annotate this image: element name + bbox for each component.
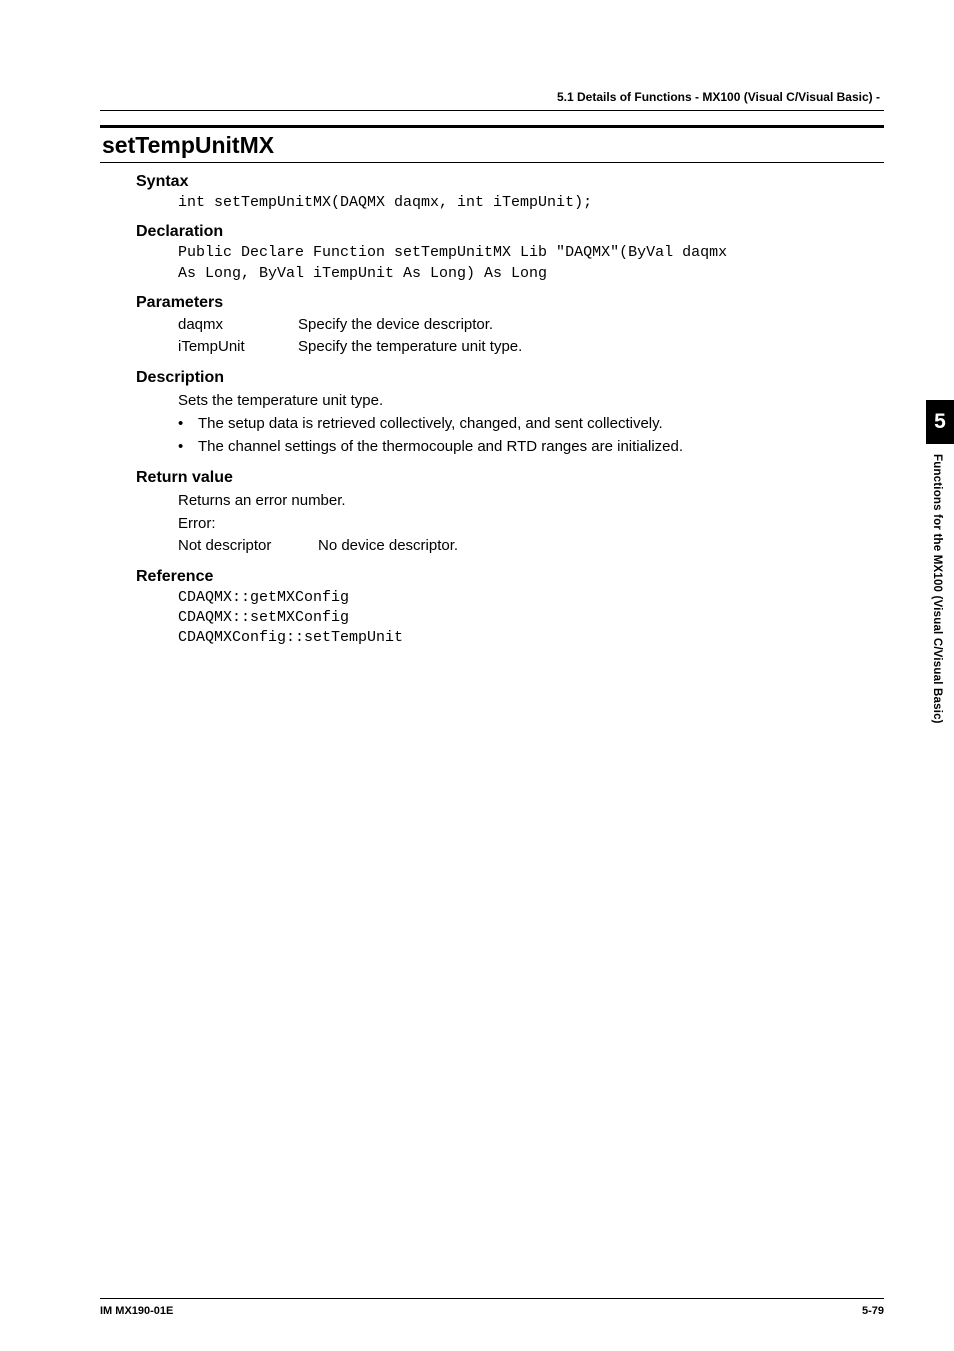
running-header: 5.1 Details of Functions - MX100 (Visual… [100, 90, 884, 111]
bullet-icon: • [178, 435, 198, 458]
bullet-text: The setup data is retrieved collectively… [198, 412, 663, 435]
page-footer: IM MX190-01E 5-79 [100, 1298, 884, 1317]
parameter-desc: Specify the temperature unit type. [298, 336, 522, 359]
error-name: Not descriptor [178, 535, 318, 558]
parameters-heading: Parameters [136, 294, 884, 312]
description-bullet: • The setup data is retrieved collective… [178, 412, 884, 435]
chapter-label-tab: Functions for the MX100 (Visual C/Visual… [926, 444, 948, 734]
syntax-heading: Syntax [136, 173, 884, 191]
footer-right: 5-79 [862, 1305, 884, 1317]
declaration-heading: Declaration [136, 223, 884, 241]
return-value-line: Returns an error number. [178, 489, 884, 512]
parameter-desc: Specify the device descriptor. [298, 314, 493, 337]
parameter-name: daqmx [178, 314, 298, 337]
syntax-code: int setTempUnitMX(DAQMX daqmx, int iTemp… [178, 193, 884, 213]
footer-left: IM MX190-01E [100, 1305, 173, 1317]
description-intro: Sets the temperature unit type. [178, 389, 884, 412]
parameter-name: iTempUnit [178, 336, 298, 359]
parameter-row: daqmx Specify the device descriptor. [178, 314, 884, 337]
parameter-row: iTempUnit Specify the temperature unit t… [178, 336, 884, 359]
reference-heading: Reference [136, 568, 884, 586]
description-bullet: • The channel settings of the thermocoup… [178, 435, 884, 458]
error-desc: No device descriptor. [318, 535, 458, 558]
return-value-line: Error: [178, 512, 884, 535]
error-row: Not descriptor No device descriptor. [178, 535, 884, 558]
side-tab: 5 Functions for the MX100 (Visual C/Visu… [926, 400, 954, 734]
bullet-text: The channel settings of the thermocouple… [198, 435, 683, 458]
declaration-code: Public Declare Function setTempUnitMX Li… [178, 243, 884, 284]
reference-code: CDAQMX::getMXConfig CDAQMX::setMXConfig … [178, 588, 884, 649]
return-value-heading: Return value [136, 469, 884, 487]
description-heading: Description [136, 369, 884, 387]
chapter-number-tab: 5 [926, 400, 954, 444]
function-name-heading: setTempUnitMX [100, 128, 884, 163]
bullet-icon: • [178, 412, 198, 435]
